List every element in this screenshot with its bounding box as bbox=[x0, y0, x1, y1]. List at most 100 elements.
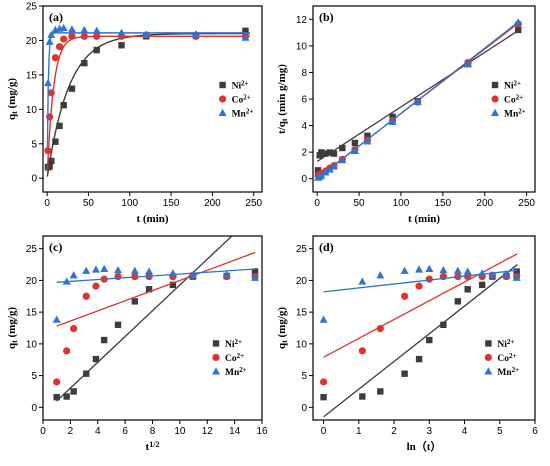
data-point-co2 bbox=[47, 89, 55, 97]
data-point-co2 bbox=[55, 43, 64, 51]
chart-panel-3: 0 2 4 6 8 10 12 14 16 0 5 10 15 20 25 (c) t1/2 qt (mg/g) N… bbox=[6, 235, 268, 453]
y-tick-label: 10 bbox=[26, 105, 38, 116]
data-point-mn2 bbox=[92, 26, 101, 34]
data-layer bbox=[43, 23, 250, 177]
data-point-ni2 bbox=[83, 370, 90, 377]
y-tick-label: 20 bbox=[26, 276, 38, 287]
chart-panel-4: 0 1 2 3 4 5 6 0 5 10 15 20 25 (d) ln（t） qt (mg/g) Ni2+ Co… bbox=[276, 235, 538, 453]
data-point-co2 bbox=[53, 378, 61, 386]
legend-label: Ni2+ bbox=[232, 80, 249, 92]
legend: Ni2+ Co2+ Mn2+ bbox=[218, 80, 253, 120]
x-tick-label: 10 bbox=[174, 426, 186, 437]
x-tick-label: 16 bbox=[256, 426, 268, 437]
data-point-co2 bbox=[80, 32, 88, 40]
x-tick-label: 2 bbox=[391, 426, 397, 437]
data-point-ni2 bbox=[52, 138, 59, 145]
data-point-ni2 bbox=[401, 370, 408, 377]
data-point-mn2 bbox=[363, 137, 372, 145]
data-point-mn2 bbox=[100, 264, 109, 272]
data-point-mn2 bbox=[415, 265, 424, 273]
legend-label: Mn2+ bbox=[225, 366, 247, 378]
data-point-mn2 bbox=[130, 266, 139, 274]
data-point-mn2 bbox=[47, 30, 56, 38]
x-tick-label: 0 bbox=[44, 198, 50, 209]
legend-marker bbox=[485, 340, 492, 347]
y-tick-label: 25 bbox=[296, 244, 308, 255]
data-point-ni2 bbox=[46, 163, 53, 170]
data-point-mn2 bbox=[512, 273, 521, 281]
data-point-co2 bbox=[114, 273, 122, 281]
x-tick-label: 200 bbox=[476, 198, 493, 209]
legend-marker bbox=[491, 81, 499, 89]
data-point-ni2 bbox=[314, 167, 322, 174]
data-point-co2 bbox=[82, 292, 90, 300]
data-point-mn2 bbox=[453, 266, 462, 274]
data-point-ni2 bbox=[63, 393, 70, 400]
y-tick-label: 2 bbox=[301, 148, 307, 159]
data-point-ni2 bbox=[251, 268, 259, 275]
y-tick-label: 25 bbox=[26, 244, 38, 255]
fit-line-ni2 bbox=[323, 264, 518, 418]
fit-line-co2 bbox=[323, 253, 518, 358]
x-tick-label: 0 bbox=[40, 426, 46, 437]
legend-label: Ni2+ bbox=[497, 338, 514, 350]
y-axis-label: qt (mg/g) bbox=[6, 78, 19, 120]
plot-frame bbox=[312, 5, 536, 193]
legend-label: Ni2+ bbox=[504, 80, 521, 92]
y-tick-label: 8 bbox=[301, 68, 307, 79]
legend-marker bbox=[218, 95, 227, 103]
data-point-mn2 bbox=[463, 267, 472, 275]
data-point-mn2 bbox=[400, 266, 409, 274]
x-tick-label: 250 bbox=[245, 198, 262, 209]
y-tick-label: 0 bbox=[31, 174, 37, 185]
y-tick-label: 0 bbox=[301, 403, 307, 414]
data-point-mn2 bbox=[188, 271, 197, 279]
data-point-mn2 bbox=[376, 271, 385, 279]
data-point-co2 bbox=[51, 54, 59, 62]
x-tick-label: 50 bbox=[354, 198, 366, 209]
data-point-mn2 bbox=[425, 264, 434, 272]
data-point-ni2 bbox=[60, 102, 67, 109]
data-point-co2 bbox=[70, 325, 78, 333]
data-point-ni2 bbox=[440, 321, 447, 329]
data-point-ni2 bbox=[364, 132, 371, 140]
legend-marker bbox=[212, 340, 220, 347]
data-point-mn2 bbox=[439, 266, 448, 274]
fit-curve-ni2 bbox=[46, 32, 250, 177]
data-point-co2 bbox=[376, 325, 384, 333]
x-axis-label: ln（t） bbox=[407, 440, 442, 453]
legend-label: Co2+ bbox=[232, 94, 251, 106]
y-tick-label: 20 bbox=[296, 276, 308, 287]
data-point-mn2 bbox=[251, 273, 260, 281]
data-point-co2 bbox=[92, 282, 100, 290]
data-point-mn2 bbox=[80, 25, 89, 34]
data-point-ni2 bbox=[464, 286, 471, 293]
x-axis-label: t1/2 bbox=[146, 440, 160, 453]
data-point-mn2 bbox=[358, 277, 367, 285]
y-tick-label: 5 bbox=[31, 139, 37, 150]
x-tick-label: 5 bbox=[497, 426, 503, 437]
data-point-ni2 bbox=[389, 113, 396, 121]
legend-marker bbox=[491, 108, 500, 116]
y-tick-label: 0 bbox=[301, 174, 307, 185]
data-layer bbox=[319, 253, 521, 418]
y-tick-label: 5 bbox=[301, 371, 307, 382]
legend-marker bbox=[484, 353, 492, 362]
y-tick-label: 15 bbox=[26, 308, 38, 319]
data-point-co2 bbox=[319, 378, 328, 386]
data-point-ni2 bbox=[339, 144, 346, 152]
legend-label: Co2+ bbox=[497, 352, 516, 364]
legend-label: Mn2+ bbox=[504, 108, 526, 120]
legend-marker bbox=[219, 81, 226, 89]
data-point-mn2 bbox=[488, 271, 497, 279]
fit-line-ni2 bbox=[56, 236, 233, 402]
data-point-ni2 bbox=[70, 388, 77, 395]
x-tick-label: 4 bbox=[462, 426, 468, 437]
y-tick-label: 15 bbox=[26, 70, 38, 81]
legend-marker bbox=[484, 367, 493, 375]
data-point-mn2 bbox=[502, 270, 511, 278]
x-tick-label: 6 bbox=[532, 426, 538, 437]
x-tick-label: 0 bbox=[314, 198, 320, 209]
y-axis-label: qt (mg/g) bbox=[276, 307, 289, 349]
y-tick-label: 5 bbox=[31, 371, 37, 382]
